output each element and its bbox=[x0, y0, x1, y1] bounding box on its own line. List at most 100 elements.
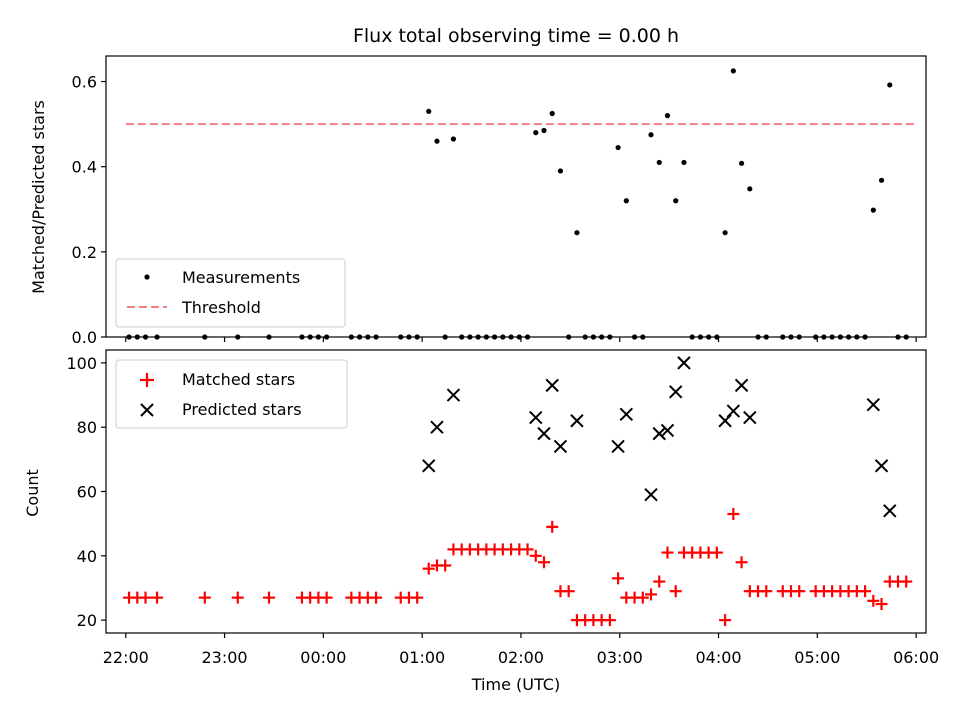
top-y-tick-label: 0.0 bbox=[72, 328, 97, 347]
bottom-y-tick-label: 20 bbox=[77, 611, 97, 630]
matched-star-point bbox=[411, 591, 424, 604]
top-y-axis-label: Matched/Predicted stars bbox=[29, 100, 48, 294]
predicted-star-point bbox=[652, 426, 666, 441]
predicted-star-point bbox=[677, 356, 691, 370]
x-tick-label: 06:00 bbox=[893, 648, 939, 667]
top-y-tick-label: 0.2 bbox=[72, 243, 97, 262]
legend-predicted-marker bbox=[140, 403, 154, 417]
matched-star-point bbox=[546, 520, 559, 533]
matched-star-point bbox=[793, 585, 806, 598]
matched-stars-points bbox=[123, 508, 913, 627]
x-tick-label: 01:00 bbox=[399, 648, 445, 667]
predicted-star-point bbox=[866, 397, 881, 412]
matched-star-point bbox=[735, 556, 748, 569]
matched-star-point bbox=[529, 549, 542, 562]
matched-star-point bbox=[562, 585, 575, 598]
bottom-y-axis-label: Count bbox=[23, 469, 42, 517]
measurement-point bbox=[887, 82, 893, 88]
matched-star-point bbox=[645, 588, 658, 601]
top-legend-box bbox=[115, 258, 346, 328]
matched-star-point bbox=[603, 614, 616, 627]
predicted-star-point bbox=[537, 426, 551, 441]
predicted-star-point bbox=[430, 420, 444, 434]
matched-star-point bbox=[900, 575, 913, 588]
measurement-point bbox=[738, 160, 745, 166]
predicted-star-point bbox=[874, 459, 889, 473]
measurement-point bbox=[426, 108, 432, 114]
measurement-point bbox=[549, 110, 555, 117]
legend-measurements-marker bbox=[144, 274, 150, 280]
measurement-point bbox=[664, 113, 671, 119]
bottom-legend: Matched stars Predicted stars bbox=[115, 359, 348, 429]
measurement-point bbox=[557, 168, 564, 174]
matched-star-point bbox=[521, 543, 534, 556]
legend-threshold-label: Threshold bbox=[181, 298, 261, 317]
top-axes-frame bbox=[105, 55, 927, 338]
matched-star-point bbox=[875, 598, 888, 611]
predicted-star-point bbox=[660, 423, 675, 438]
x-axis-label: Time (UTC) bbox=[471, 675, 560, 694]
measurement-point bbox=[574, 230, 580, 236]
matched-star-point bbox=[636, 591, 649, 604]
measurement-point bbox=[730, 68, 736, 74]
top-chart-title: Flux total observing time = 0.00 h bbox=[353, 25, 679, 47]
predicted-star-point bbox=[422, 459, 436, 473]
measurement-point bbox=[681, 159, 687, 166]
predicted-star-point bbox=[545, 378, 559, 393]
measurement-point bbox=[434, 138, 440, 144]
top-legend: Measurements Threshold bbox=[115, 258, 346, 328]
predicted-star-point bbox=[553, 439, 568, 454]
x-tick-label: 03:00 bbox=[597, 648, 643, 667]
measurement-point bbox=[450, 136, 457, 142]
measurement-point bbox=[623, 198, 629, 204]
matched-star-point bbox=[263, 591, 276, 604]
x-tick-label: 23:00 bbox=[201, 648, 247, 667]
bottom-y-tick-label: 60 bbox=[77, 483, 97, 502]
measurement-point bbox=[541, 127, 547, 134]
matched-star-point bbox=[231, 591, 244, 604]
matched-star-point bbox=[760, 585, 773, 598]
predicted-stars-points bbox=[422, 356, 897, 518]
top-y-tick-label: 0.4 bbox=[72, 158, 97, 177]
measurement-point bbox=[722, 230, 728, 236]
measurement-point bbox=[870, 207, 876, 213]
matched-star-point bbox=[320, 591, 333, 604]
matched-star-point bbox=[719, 614, 732, 627]
predicted-star-point bbox=[669, 385, 683, 399]
predicted-star-point bbox=[883, 504, 897, 518]
matched-star-point bbox=[537, 556, 550, 569]
bottom-legend-box bbox=[115, 359, 348, 429]
top-y-tick-label: 0.6 bbox=[72, 73, 97, 92]
predicted-star-point bbox=[743, 410, 757, 425]
matched-star-point bbox=[139, 591, 152, 604]
matched-star-point bbox=[867, 594, 880, 607]
matched-star-point bbox=[422, 562, 435, 575]
measurement-point bbox=[747, 186, 753, 192]
predicted-star-point bbox=[619, 407, 634, 422]
matched-star-point bbox=[151, 591, 164, 604]
matched-star-point bbox=[661, 546, 674, 559]
measurement-point bbox=[533, 130, 539, 136]
predicted-star-point bbox=[718, 414, 732, 428]
predicted-star-point bbox=[570, 414, 584, 428]
x-tick-label: 05:00 bbox=[794, 648, 840, 667]
predicted-star-point bbox=[446, 388, 461, 402]
predicted-star-point bbox=[611, 439, 625, 454]
legend-predicted-label: Predicted stars bbox=[182, 400, 302, 419]
x-tick-label: 02:00 bbox=[498, 648, 544, 667]
bottom-y-tick-label: 100 bbox=[66, 354, 97, 373]
matched-star-point bbox=[612, 572, 625, 585]
matched-star-point bbox=[370, 591, 383, 604]
top-axis-ticks: 0.0 0.2 0.4 0.6 bbox=[72, 73, 917, 347]
measurement-point bbox=[673, 198, 679, 204]
legend-matched-label: Matched stars bbox=[182, 370, 295, 389]
bottom-y-tick-label: 40 bbox=[77, 547, 97, 566]
x-tick-label: 00:00 bbox=[300, 648, 346, 667]
bottom-y-tick-label: 80 bbox=[77, 418, 97, 437]
measurement-point bbox=[648, 132, 654, 138]
predicted-star-point bbox=[726, 404, 741, 418]
bottom-plot-area bbox=[123, 356, 913, 627]
x-tick-label: 22:00 bbox=[103, 648, 149, 667]
bottom-axis-ticks: 20 40 60 80 100 22:00 23:00 00:00 01:00 02:00 03:0… bbox=[66, 354, 939, 667]
